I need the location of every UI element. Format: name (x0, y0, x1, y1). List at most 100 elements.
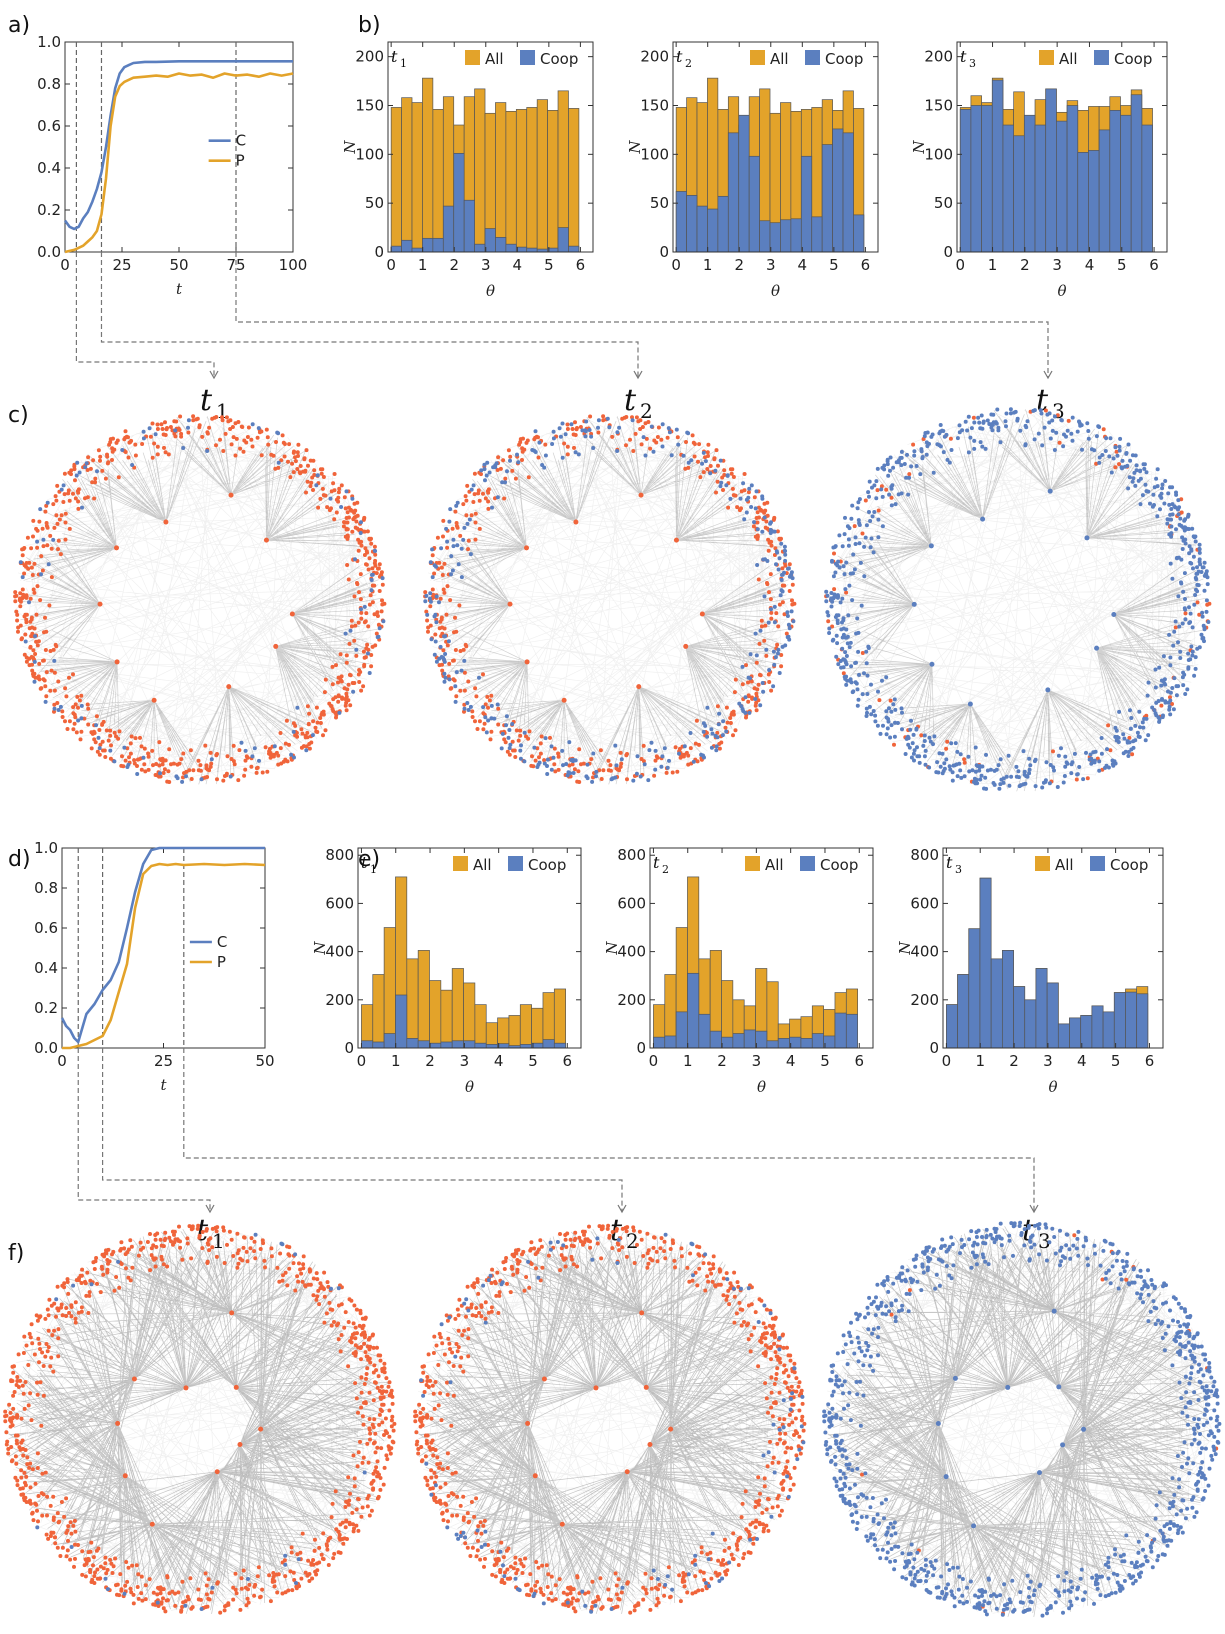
e2-time-label: t (653, 853, 660, 872)
network-f1-hub-6 (233, 1384, 239, 1390)
network-f2-hub-3 (541, 1376, 547, 1382)
e2-xtick-label: 5 (820, 1052, 830, 1070)
b3-ytick-label: 50 (934, 194, 953, 212)
e2-ytick-label: 600 (617, 894, 646, 912)
d-xtick-label: 0 (57, 1052, 67, 1070)
b1-xtick-label: 6 (576, 256, 586, 274)
e2-xlabel: θ (757, 1078, 766, 1096)
network-f2-hub-6 (643, 1384, 649, 1390)
network-f3-hub-6 (1056, 1384, 1062, 1390)
a-ytick-label: 1.0 (37, 33, 61, 51)
e2-ylabel: N (603, 941, 621, 956)
a-series-P (64, 72, 294, 254)
network-c3-hub-8 (911, 601, 917, 607)
e1-bar-coop (463, 1040, 476, 1049)
b2-bar-coop (696, 205, 708, 253)
a-ytick-label: 0.0 (37, 243, 61, 261)
e3-xtick-label: 5 (1111, 1052, 1121, 1070)
e3-bar-coop (1125, 991, 1138, 1049)
e2-xtick-label: 1 (683, 1052, 693, 1070)
a-legend-label-C: C (236, 132, 246, 150)
network-c1-hub-5 (228, 492, 234, 498)
network-c1-hub-6 (263, 537, 269, 543)
e1-bar-coop (485, 1044, 498, 1049)
a-ytick-label: 0.4 (37, 159, 61, 177)
snapshot-connectors (75, 252, 1053, 1214)
b1-bar-coop (526, 247, 538, 253)
b2-time-label: t (676, 47, 683, 66)
e2-ytick-label: 200 (617, 991, 646, 1009)
network-c3-hub-4 (980, 516, 986, 522)
network-c3 (824, 407, 1212, 792)
connector-d-t1-arrow (205, 1204, 215, 1214)
connector-d-t3 (183, 1048, 1035, 1212)
network-f3-hub-9 (971, 1523, 977, 1529)
b1-bar-all (432, 109, 444, 253)
b2-bar-coop (769, 222, 781, 253)
b1-bar-coop (495, 236, 507, 253)
e2-bar-coop (743, 1029, 756, 1049)
e3-frame (942, 847, 1164, 1049)
b1-bar-coop (411, 247, 423, 253)
network-f1-edges-hub (6, 1229, 393, 1614)
network-f2-hub-8 (525, 1420, 531, 1426)
e3-bar-coop (1024, 999, 1037, 1049)
e2-bar-coop (698, 1013, 711, 1049)
b2-bar-coop (800, 155, 813, 253)
e1-bar-all (519, 1004, 532, 1049)
b3-legend-label-All: All (1059, 50, 1078, 68)
e1-bar-all (508, 1015, 521, 1049)
e2-legend-label-All: All (765, 856, 784, 874)
b3-bar-coop (1098, 129, 1111, 253)
network-c2-hub-0 (524, 659, 530, 665)
e3-ytick-label: 200 (910, 991, 939, 1009)
network-layer (3, 407, 1222, 1618)
e2-legend-swatch-All (745, 856, 760, 871)
panel-label-b: b) (358, 13, 381, 38)
d-xlabel: t (160, 1076, 167, 1094)
b2-ytick-label: 50 (650, 194, 669, 212)
b1-bar-coop (505, 243, 517, 253)
b2-bar-coop (853, 214, 865, 253)
b2-legend-swatch-Coop (805, 50, 820, 65)
a-ytick-label: 0.6 (37, 117, 61, 135)
b3-xtick-label: 2 (1020, 256, 1030, 274)
network-c1-hub-2 (226, 684, 232, 690)
b2-bar-coop (832, 128, 844, 253)
b3-xtick-label: 6 (1149, 256, 1159, 274)
network-f1-hub-4 (183, 1385, 189, 1391)
e1-bar-coop (451, 1040, 464, 1049)
network-f2-hub-4 (593, 1385, 599, 1391)
network-c1-edges-hub (17, 416, 381, 785)
b2-bar-coop (790, 218, 802, 253)
a-xtick-label: 100 (279, 256, 308, 274)
b3-bar-coop (1109, 110, 1121, 253)
e3-time-label-sub: 3 (955, 863, 962, 876)
network-f2-hub-5 (639, 1310, 645, 1316)
b3-bar-coop (1045, 88, 1057, 253)
e2-xtick-label: 0 (649, 1052, 659, 1070)
network-f1-hub-5 (229, 1310, 235, 1316)
network-c2-hub-5 (638, 492, 644, 498)
e1-bar-coop (417, 1040, 430, 1049)
b1-bar-all (390, 107, 402, 253)
b2-xtick-label: 4 (798, 256, 808, 274)
e3-bar-coop (1102, 1011, 1115, 1049)
b1-bar-coop (442, 205, 455, 253)
e2-bar-coop (834, 1012, 847, 1049)
b2-xlabel: θ (771, 282, 780, 300)
b1-xtick-label: 2 (449, 256, 459, 274)
e1-ytick-label: 400 (325, 943, 354, 961)
network-f3-hub-5 (1051, 1308, 1057, 1314)
e3-xtick-label: 0 (942, 1052, 952, 1070)
svg-text:t: t (624, 383, 637, 418)
b2-legend-label-Coop: Coop (825, 50, 863, 68)
b1-xtick-label: 3 (481, 256, 491, 274)
e2-xtick-label: 6 (855, 1052, 865, 1070)
b3-bar-coop (1130, 94, 1143, 253)
e1-xtick-label: 1 (391, 1052, 401, 1070)
network-f1-hub-1 (237, 1442, 243, 1448)
b3-legend-swatch-All (1039, 50, 1054, 65)
e2-bar-coop (777, 1038, 790, 1049)
